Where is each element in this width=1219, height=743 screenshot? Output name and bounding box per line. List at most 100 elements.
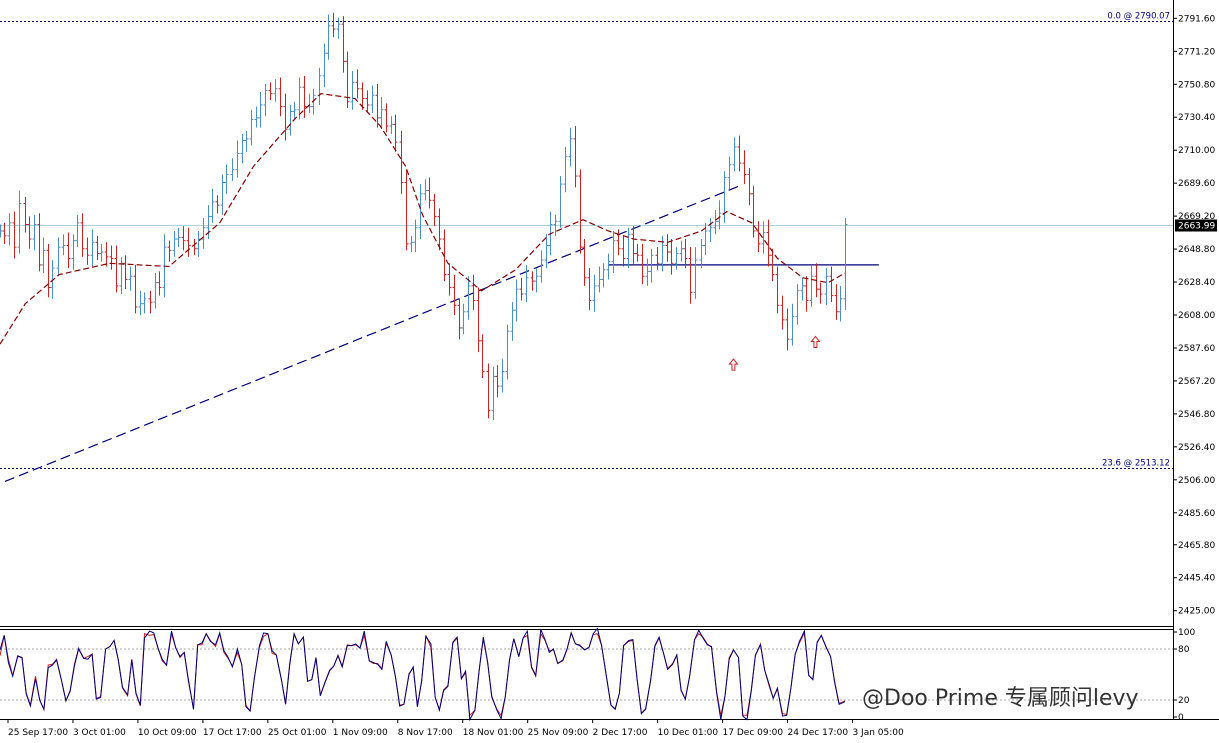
price-tick-label: 2546.80: [1178, 410, 1215, 420]
up-arrow-marker: [728, 358, 739, 371]
current-price-badge: 2663.99: [1175, 219, 1217, 232]
ohlc-bar: [288, 104, 293, 136]
ohlc-bar: [427, 177, 432, 209]
time-tick-label: 25 Nov 09:00: [528, 728, 589, 738]
ohlc-bar: [756, 221, 761, 252]
price-tick-label: 2648.80: [1178, 245, 1215, 255]
oscillator-tick-label: 80: [1178, 645, 1190, 655]
ohlc-bar: [437, 208, 442, 251]
time-tick-label: 3 Jan 05:00: [852, 728, 904, 738]
ohlc-bar: [461, 303, 466, 335]
ohlc-bar: [50, 260, 55, 299]
time-tick-label: 25 Oct 01:00: [268, 728, 327, 738]
ohlc-bar: [611, 230, 616, 273]
price-axis: 2791.60 2771.20 2750.80 2730.40 2710.00 2689.…: [1173, 14, 1215, 617]
ohlc-bar: [476, 287, 481, 353]
ohlc-bar: [263, 83, 268, 117]
ohlc-bar: [384, 103, 389, 133]
ohlc-bar: [727, 156, 732, 189]
ohlc-bar: [114, 245, 119, 293]
ohlc-bar: [258, 92, 263, 128]
ohlc-bar: [186, 227, 191, 257]
ohlc-bar: [645, 258, 650, 286]
ohlc-bar: [322, 43, 327, 88]
ohlc-bar: [601, 263, 606, 288]
ohlc-bar: [568, 127, 573, 167]
main-price-pane: [0, 12, 1173, 482]
ohlc-bar: [418, 184, 423, 240]
ohlc-bar: [519, 277, 524, 301]
time-axis: 25 Sep 17:00 3 Oct 01:00 10 Oct 09:00 17 Oc…: [7, 719, 904, 738]
ohlc-bar: [452, 274, 457, 315]
ohlc-bar: [75, 214, 80, 248]
ohlc-bar: [775, 266, 780, 314]
price-tick-label: 2750.80: [1178, 80, 1215, 90]
ohlc-bar: [172, 230, 177, 257]
ohlc-bar: [665, 234, 670, 262]
ohlc-bar: [800, 277, 805, 301]
ohlc-bar: [292, 101, 297, 120]
time-tick-label: 24 Dec 17:00: [788, 728, 849, 738]
ohlc-bar: [153, 272, 158, 309]
ohlc-bar: [640, 243, 645, 285]
ohlc-bar: [795, 284, 800, 325]
ohlc-bar: [413, 219, 418, 252]
ohlc-bar: [210, 188, 215, 223]
ohlc-bar: [683, 239, 688, 269]
oscillator-tick-label: 100: [1178, 628, 1195, 638]
ohlc-bar: [181, 226, 186, 251]
ohlc-bar: [23, 197, 28, 233]
up-arrow-marker: [810, 335, 821, 348]
fib-level-23-label: 23.6 @ 2513.12: [1102, 459, 1170, 469]
price-tick-label: 2608.00: [1178, 311, 1215, 321]
ohlc-bar: [679, 240, 684, 262]
ohlc-bar: [109, 245, 114, 270]
ohlc-bar: [597, 266, 602, 293]
price-tick-label: 2425.00: [1178, 607, 1215, 617]
ohlc-bar: [61, 234, 66, 256]
ohlc-bar: [510, 302, 515, 341]
ohlc-bar: [71, 234, 76, 270]
ohlc-bar: [7, 213, 12, 246]
ohlc-bar: [283, 93, 288, 141]
ohlc-bar: [834, 284, 839, 320]
ohlc-bar: [606, 253, 611, 280]
ohlc-bar: [119, 256, 124, 294]
ohlc-bar: [235, 140, 240, 178]
ohlc-bar: [573, 125, 578, 188]
ohlc-bar: [336, 17, 341, 39]
ohlc-bar: [133, 264, 138, 314]
current-price-label: 2663.99: [1178, 222, 1215, 232]
ohlc-bar: [553, 214, 558, 236]
price-tick-label: 2567.20: [1178, 377, 1215, 387]
ohlc-bar: [747, 167, 752, 206]
price-tick-label: 2710.00: [1178, 146, 1215, 156]
ohlc-bar: [278, 77, 283, 117]
ohlc-bar: [268, 82, 273, 101]
ohlc-bar: [206, 205, 211, 240]
ohlc-bar: [766, 219, 771, 267]
price-tick-label: 2526.40: [1178, 443, 1215, 453]
ohlc-bar: [389, 116, 394, 135]
ohlc-bar: [790, 303, 795, 346]
ohlc-bar: [717, 200, 722, 230]
ohlc-bar: [17, 190, 22, 254]
ohlc-bar: [770, 248, 775, 282]
ohlc-bar: [742, 150, 747, 185]
ohlc-bar: [804, 276, 809, 312]
ohlc-bar: [157, 271, 162, 296]
ohlc-bar: [220, 174, 225, 215]
ohlc-bar: [254, 106, 259, 128]
ohlc-bar: [447, 263, 452, 296]
ohlc-bar: [360, 82, 365, 110]
ohlc-bar: [66, 232, 71, 269]
time-tick-label: 17 Oct 17:00: [203, 728, 262, 738]
ohlc-bar: [46, 243, 51, 298]
ohlc-bar: [699, 239, 704, 269]
ohlc-bar: [423, 179, 428, 201]
time-tick-label: 2 Dec 17:00: [593, 728, 648, 738]
ohlc-bar: [514, 279, 519, 322]
ohlc-bar: [732, 137, 737, 172]
ohlc-bar: [99, 243, 104, 262]
